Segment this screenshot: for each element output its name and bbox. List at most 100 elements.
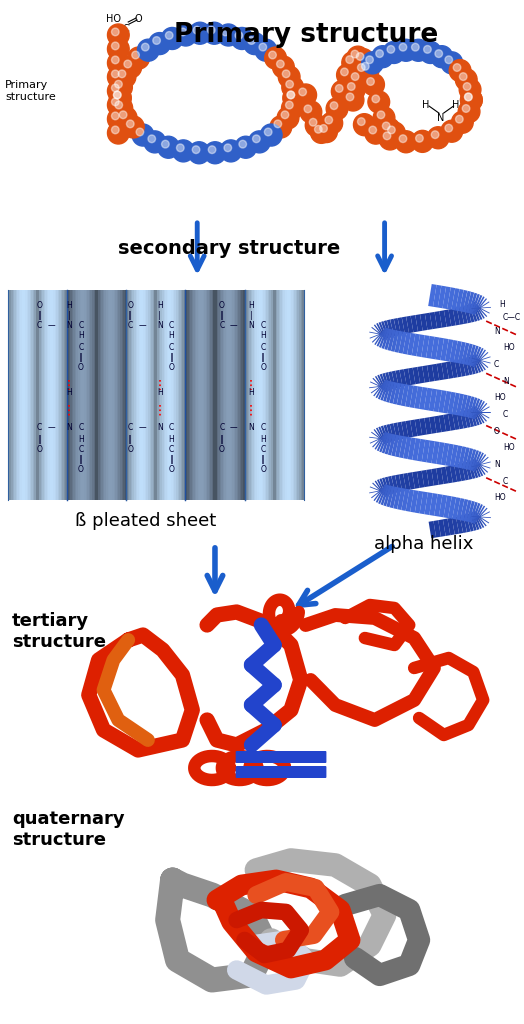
Polygon shape xyxy=(160,290,162,500)
Polygon shape xyxy=(271,290,272,500)
Polygon shape xyxy=(249,290,251,500)
Polygon shape xyxy=(240,290,242,500)
Text: HO: HO xyxy=(494,393,506,402)
Polygon shape xyxy=(147,290,148,500)
Circle shape xyxy=(283,87,305,109)
Polygon shape xyxy=(35,290,36,500)
Text: O: O xyxy=(127,301,133,310)
Polygon shape xyxy=(70,290,72,500)
Text: N: N xyxy=(157,423,162,432)
Polygon shape xyxy=(88,290,89,500)
Polygon shape xyxy=(77,290,78,500)
Circle shape xyxy=(158,136,179,159)
Polygon shape xyxy=(59,290,61,500)
Circle shape xyxy=(248,131,270,153)
Polygon shape xyxy=(30,290,31,500)
Polygon shape xyxy=(22,290,24,500)
Text: N: N xyxy=(66,321,72,330)
Polygon shape xyxy=(157,290,159,500)
Text: O: O xyxy=(37,445,42,454)
Circle shape xyxy=(144,131,166,153)
Polygon shape xyxy=(173,290,174,500)
Circle shape xyxy=(412,130,433,153)
Polygon shape xyxy=(14,290,16,500)
Polygon shape xyxy=(56,290,58,500)
Circle shape xyxy=(287,91,294,98)
Circle shape xyxy=(118,70,126,78)
Polygon shape xyxy=(122,290,123,500)
Polygon shape xyxy=(212,290,213,500)
Circle shape xyxy=(208,145,216,154)
Polygon shape xyxy=(17,290,19,500)
Circle shape xyxy=(346,93,354,100)
Circle shape xyxy=(449,59,471,82)
Polygon shape xyxy=(69,290,70,500)
Text: O: O xyxy=(134,14,142,24)
Circle shape xyxy=(295,84,316,106)
Circle shape xyxy=(357,63,365,72)
Circle shape xyxy=(399,135,407,142)
Polygon shape xyxy=(224,290,226,500)
Text: H: H xyxy=(422,100,430,110)
Circle shape xyxy=(235,32,243,39)
Text: C: C xyxy=(37,423,42,432)
Polygon shape xyxy=(260,290,261,500)
Polygon shape xyxy=(291,290,293,500)
Polygon shape xyxy=(276,290,277,500)
Text: —: — xyxy=(230,423,237,432)
Polygon shape xyxy=(142,290,144,500)
Polygon shape xyxy=(96,290,98,500)
Circle shape xyxy=(420,41,441,63)
Text: ‖: ‖ xyxy=(261,353,265,362)
Circle shape xyxy=(354,114,375,136)
Circle shape xyxy=(153,37,160,44)
Circle shape xyxy=(326,97,348,120)
Polygon shape xyxy=(83,290,84,500)
Circle shape xyxy=(395,39,417,61)
Polygon shape xyxy=(201,290,202,500)
Circle shape xyxy=(282,77,303,98)
Circle shape xyxy=(112,98,119,105)
Polygon shape xyxy=(25,290,27,500)
Circle shape xyxy=(445,124,453,132)
Circle shape xyxy=(126,120,134,128)
Polygon shape xyxy=(137,290,139,500)
Polygon shape xyxy=(213,290,215,500)
Polygon shape xyxy=(61,290,62,500)
Circle shape xyxy=(282,70,290,78)
Polygon shape xyxy=(154,290,156,500)
Text: C: C xyxy=(503,410,508,419)
Polygon shape xyxy=(84,290,86,500)
Polygon shape xyxy=(215,290,216,500)
Polygon shape xyxy=(100,290,101,500)
Circle shape xyxy=(372,46,394,68)
Circle shape xyxy=(255,39,277,61)
Polygon shape xyxy=(165,290,167,500)
Circle shape xyxy=(120,56,141,78)
Circle shape xyxy=(136,128,144,136)
Text: C: C xyxy=(78,343,83,352)
Polygon shape xyxy=(287,290,288,500)
Polygon shape xyxy=(89,290,91,500)
Circle shape xyxy=(462,104,470,113)
Circle shape xyxy=(423,45,431,53)
Text: ‖: ‖ xyxy=(220,435,224,444)
Text: C: C xyxy=(78,321,83,330)
Text: N: N xyxy=(157,321,162,330)
Polygon shape xyxy=(40,290,42,500)
Circle shape xyxy=(347,69,369,91)
Circle shape xyxy=(114,91,121,98)
FancyBboxPatch shape xyxy=(236,751,326,763)
Circle shape xyxy=(369,126,377,134)
Circle shape xyxy=(395,131,417,153)
Circle shape xyxy=(112,112,119,120)
Circle shape xyxy=(224,144,232,152)
Text: HO: HO xyxy=(503,343,515,352)
Polygon shape xyxy=(285,290,287,500)
Polygon shape xyxy=(78,290,80,500)
Circle shape xyxy=(372,95,379,102)
Circle shape xyxy=(351,73,359,81)
Polygon shape xyxy=(156,290,157,500)
Polygon shape xyxy=(263,290,265,500)
Polygon shape xyxy=(47,290,48,500)
